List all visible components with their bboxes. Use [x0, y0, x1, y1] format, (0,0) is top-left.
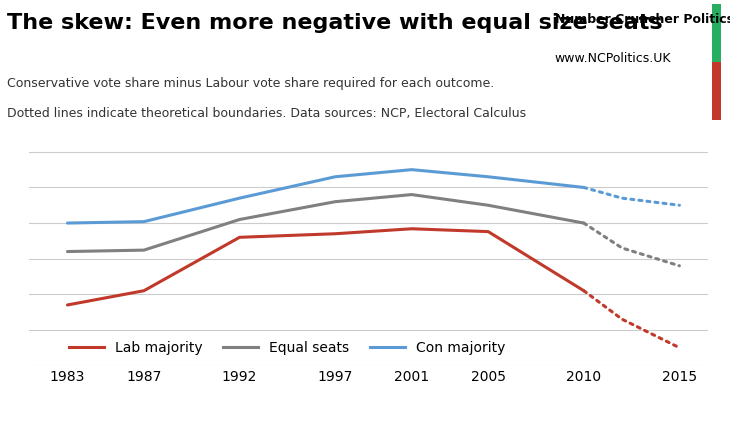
Legend: Lab majority, Equal seats, Con majority: Lab majority, Equal seats, Con majority: [64, 336, 511, 361]
Text: Dotted lines indicate theoretical boundaries. Data sources: NCP, Electoral Calcu: Dotted lines indicate theoretical bounda…: [7, 108, 526, 120]
Text: The skew: Even more negative with equal size seats: The skew: Even more negative with equal …: [7, 13, 663, 33]
Text: Conservative vote share minus Labour vote share required for each outcome.: Conservative vote share minus Labour vot…: [7, 77, 494, 90]
Bar: [712, 4, 721, 62]
Text: Number Cruncher Politics: Number Cruncher Politics: [555, 13, 730, 26]
Text: www.NCPolitics.UK: www.NCPolitics.UK: [555, 52, 672, 64]
Bar: [712, 62, 721, 120]
